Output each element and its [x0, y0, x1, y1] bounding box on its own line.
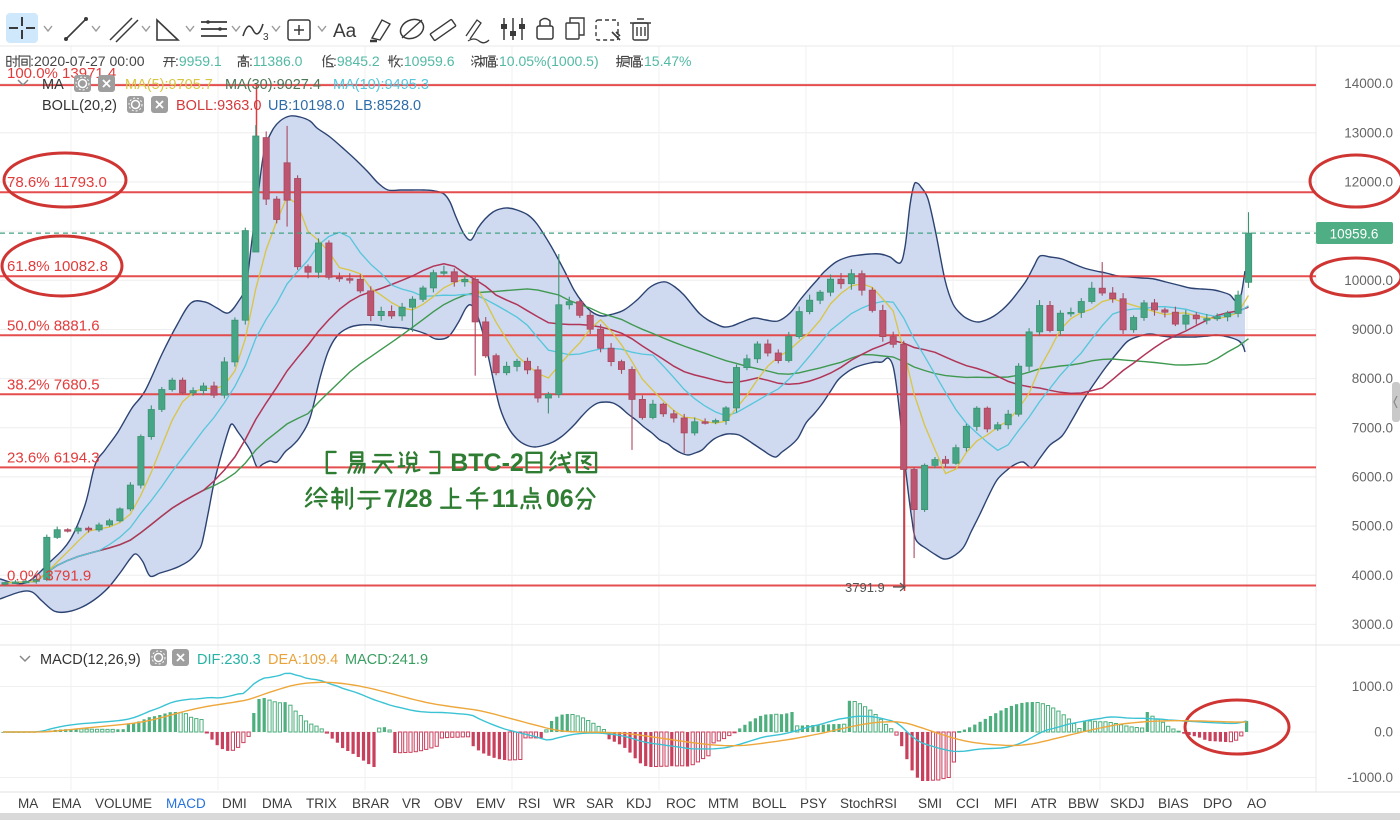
svg-text:50.0% 8881.6: 50.0% 8881.6	[7, 317, 100, 334]
svg-text:Aa: Aa	[333, 21, 357, 42]
svg-text:ROC: ROC	[666, 796, 696, 811]
svg-text:OBV: OBV	[434, 796, 463, 811]
svg-text:11: 11	[492, 485, 519, 513]
svg-text:06: 06	[546, 485, 574, 513]
svg-text:10959.6: 10959.6	[1330, 227, 1379, 242]
svg-text:MACD: MACD	[166, 796, 206, 811]
svg-text:DPO: DPO	[1203, 796, 1232, 811]
svg-text:ATR: ATR	[1031, 796, 1057, 811]
svg-text:MA: MA	[42, 77, 64, 93]
svg-text:DMA: DMA	[262, 796, 292, 811]
svg-text:BTC-2: BTC-2	[450, 449, 524, 477]
svg-text:5000.0: 5000.0	[1352, 519, 1393, 534]
svg-text:10959.6: 10959.6	[404, 53, 455, 69]
svg-text:CCI: CCI	[956, 796, 979, 811]
svg-text:10000.0: 10000.0	[1344, 273, 1393, 288]
svg-text:DIF:230.3: DIF:230.3	[197, 652, 261, 668]
svg-text:78.6% 11793.0: 78.6% 11793.0	[7, 174, 107, 191]
svg-text:1000.0: 1000.0	[1352, 679, 1393, 694]
svg-text:MA(10):9495.3: MA(10):9495.3	[333, 77, 429, 93]
svg-text::: :	[400, 53, 404, 69]
svg-text:MA(30):9027.4: MA(30):9027.4	[225, 77, 321, 93]
svg-text:8000.0: 8000.0	[1352, 371, 1393, 386]
svg-text:14000.0: 14000.0	[1344, 76, 1393, 91]
svg-text:RSI: RSI	[518, 796, 541, 811]
svg-text:7000.0: 7000.0	[1352, 420, 1393, 435]
svg-text:13000.0: 13000.0	[1344, 125, 1393, 140]
svg-text:BOLL: BOLL	[752, 796, 787, 811]
svg-text:23.6% 6194.3: 23.6% 6194.3	[7, 449, 100, 466]
svg-text:-1000.0: -1000.0	[1347, 770, 1393, 785]
svg-text:MA(5):9705.7: MA(5):9705.7	[125, 77, 213, 93]
svg-text:EMA: EMA	[52, 796, 81, 811]
svg-text::: :	[640, 53, 644, 69]
svg-text:TRIX: TRIX	[306, 796, 337, 811]
svg-text:38.2% 7680.5: 38.2% 7680.5	[7, 376, 100, 393]
svg-text:VR: VR	[402, 796, 421, 811]
svg-text::: :	[175, 53, 179, 69]
svg-text:SMI: SMI	[918, 796, 942, 811]
svg-text:SKDJ: SKDJ	[1110, 796, 1145, 811]
svg-text:MACD:241.9: MACD:241.9	[345, 652, 428, 668]
svg-text:DMI: DMI	[222, 796, 247, 811]
svg-text:AO: AO	[1247, 796, 1267, 811]
svg-text:0.0% 3791.9: 0.0% 3791.9	[7, 568, 91, 585]
svg-text:LB:8528.0: LB:8528.0	[355, 98, 421, 114]
svg-text:4000.0: 4000.0	[1352, 568, 1393, 583]
svg-text:3: 3	[263, 32, 269, 43]
svg-text:BRAR: BRAR	[352, 796, 390, 811]
svg-text:SAR: SAR	[586, 796, 614, 811]
svg-text:3791.9: 3791.9	[845, 580, 885, 595]
svg-text:10.05%(1000.5): 10.05%(1000.5)	[499, 53, 599, 69]
svg-text:BOLL:9363.0: BOLL:9363.0	[176, 98, 261, 114]
svg-text:3000.0: 3000.0	[1352, 617, 1393, 632]
svg-text:BOLL(20,2): BOLL(20,2)	[42, 98, 117, 114]
svg-text::: :	[333, 53, 337, 69]
svg-text:0.0: 0.0	[1374, 725, 1393, 740]
svg-text:MACD(12,26,9): MACD(12,26,9)	[40, 652, 141, 668]
svg-text:9959.1: 9959.1	[179, 53, 222, 69]
svg-text:15.47%: 15.47%	[644, 53, 691, 69]
svg-text:9000.0: 9000.0	[1352, 322, 1393, 337]
svg-text::: :	[249, 53, 253, 69]
svg-text:61.8% 10082.8: 61.8% 10082.8	[7, 258, 108, 275]
svg-text:VOLUME: VOLUME	[95, 796, 152, 811]
svg-text:12000.0: 12000.0	[1344, 175, 1393, 190]
svg-text:7/28: 7/28	[384, 485, 433, 513]
svg-text:DEA:109.4: DEA:109.4	[268, 652, 338, 668]
svg-text::: :	[495, 53, 499, 69]
svg-text:MFI: MFI	[994, 796, 1017, 811]
svg-text:6000.0: 6000.0	[1352, 469, 1393, 484]
svg-text:WR: WR	[553, 796, 576, 811]
svg-text:StochRSI: StochRSI	[840, 796, 897, 811]
svg-text:EMV: EMV	[476, 796, 505, 811]
svg-text:BIAS: BIAS	[1158, 796, 1189, 811]
svg-text:KDJ: KDJ	[626, 796, 652, 811]
svg-text:9845.2: 9845.2	[337, 53, 380, 69]
svg-text:PSY: PSY	[800, 796, 827, 811]
svg-text:BBW: BBW	[1068, 796, 1099, 811]
svg-text:MA: MA	[18, 796, 38, 811]
svg-text::2020-07-27 00:00: :2020-07-27 00:00	[30, 53, 145, 69]
svg-text:UB:10198.0: UB:10198.0	[268, 98, 345, 114]
svg-text:11386.0: 11386.0	[253, 53, 303, 69]
svg-text:MTM: MTM	[708, 796, 739, 811]
